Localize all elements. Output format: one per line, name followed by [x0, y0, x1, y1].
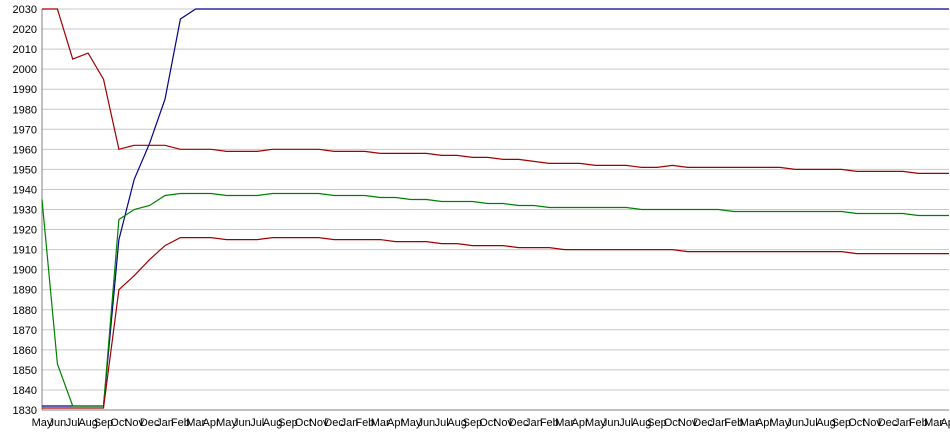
- x-tick-label: Apr: [571, 417, 588, 429]
- x-tick-label: Sep: [832, 417, 852, 429]
- x-tick-label: Oct: [295, 417, 312, 429]
- x-tick-label: Aug: [632, 417, 652, 429]
- y-tick-label: 1870: [13, 325, 37, 337]
- x-tick-label: Jun: [233, 417, 251, 429]
- x-tick-label: Jan: [525, 417, 543, 429]
- y-tick-label: 1920: [13, 225, 37, 237]
- x-tick-label: Jul: [66, 417, 80, 429]
- x-tick-label: Jul: [804, 417, 818, 429]
- x-tick-label: Dec: [324, 417, 344, 429]
- x-tick-label: Aug: [263, 417, 283, 429]
- y-tick-label: 1880: [13, 305, 37, 317]
- x-tick-label: Aug: [816, 417, 836, 429]
- x-tick-label: Mar: [371, 417, 390, 429]
- x-tick-label: Mar: [555, 417, 574, 429]
- y-tick-label: 1830: [13, 405, 37, 417]
- x-tick-label: Nov: [309, 417, 329, 429]
- x-tick-label: Nov: [493, 417, 513, 429]
- y-tick-label: 1950: [13, 164, 37, 176]
- y-tick-label: 2020: [13, 24, 37, 36]
- x-tick-label: Nov: [124, 417, 144, 429]
- x-tick-label: Feb: [540, 417, 559, 429]
- x-tick-label: Sep: [463, 417, 483, 429]
- x-tick-label: May: [32, 417, 53, 429]
- x-tick-label: Jan: [341, 417, 359, 429]
- y-tick-label: 1980: [13, 104, 37, 116]
- y-tick-label: 1910: [13, 245, 37, 257]
- x-tick-label: Jun: [602, 417, 620, 429]
- x-tick-label: Jan: [156, 417, 174, 429]
- x-tick-label: Jul: [250, 417, 264, 429]
- x-tick-label: Jul: [435, 417, 449, 429]
- x-tick-label: Aug: [78, 417, 98, 429]
- x-tick-label: Jun: [786, 417, 804, 429]
- x-tick-label: Oct: [848, 417, 865, 429]
- x-tick-label: Oct: [110, 417, 127, 429]
- x-tick-label: Jan: [894, 417, 912, 429]
- x-tick-label: Sep: [647, 417, 667, 429]
- y-tick-label: 1970: [13, 124, 37, 136]
- x-tick-label: Apr: [756, 417, 773, 429]
- series-line: [42, 8, 949, 407]
- x-tick-label: Feb: [724, 417, 743, 429]
- y-tick-label: 2030: [13, 4, 37, 16]
- x-tick-label: Jun: [48, 417, 66, 429]
- x-tick-label: Sep: [278, 417, 298, 429]
- x-tick-label: Jun: [417, 417, 435, 429]
- x-tick-label: Mar: [740, 417, 759, 429]
- y-tick-label: 2000: [13, 64, 37, 76]
- y-tick-label: 1960: [13, 144, 37, 156]
- y-tick-label: 1860: [13, 345, 37, 357]
- x-tick-label: Apr: [203, 417, 220, 429]
- x-tick-label: Feb: [355, 417, 374, 429]
- y-tick-label: 1930: [13, 205, 37, 217]
- x-tick-label: Nov: [862, 417, 882, 429]
- y-tick-label: 1990: [13, 84, 37, 96]
- x-tick-label: Apr: [387, 417, 404, 429]
- x-tick-label: Jan: [710, 417, 728, 429]
- y-tick-label: 1840: [13, 385, 37, 397]
- x-tick-label: Mar: [186, 417, 205, 429]
- y-tick-label: 1850: [13, 365, 37, 377]
- y-tick-label: 2010: [13, 44, 37, 56]
- x-tick-label: May: [216, 417, 237, 429]
- y-tick-label: 1900: [13, 265, 37, 277]
- y-tick-label: 1940: [13, 184, 37, 196]
- x-tick-label: May: [401, 417, 422, 429]
- x-tick-label: Oct: [479, 417, 496, 429]
- series-line: [42, 8, 949, 174]
- x-tick-label: Feb: [909, 417, 928, 429]
- x-tick-label: Dec: [509, 417, 529, 429]
- x-tick-label: Oct: [664, 417, 681, 429]
- x-tick-label: Feb: [171, 417, 190, 429]
- y-tick-label: 1890: [13, 285, 37, 297]
- x-tick-label: Mar: [924, 417, 943, 429]
- x-tick-label: Dec: [140, 417, 160, 429]
- x-tick-label: Jul: [619, 417, 633, 429]
- series-line: [42, 237, 949, 409]
- x-tick-label: Aug: [447, 417, 467, 429]
- series-line: [41, 192, 949, 407]
- x-tick-label: May: [585, 417, 606, 429]
- x-tick-label: Apr: [940, 417, 950, 429]
- x-tick-label: Dec: [878, 417, 898, 429]
- x-tick-label: Sep: [94, 417, 114, 429]
- x-tick-label: Dec: [693, 417, 713, 429]
- x-tick-label: Nov: [678, 417, 698, 429]
- x-tick-label: May: [770, 417, 791, 429]
